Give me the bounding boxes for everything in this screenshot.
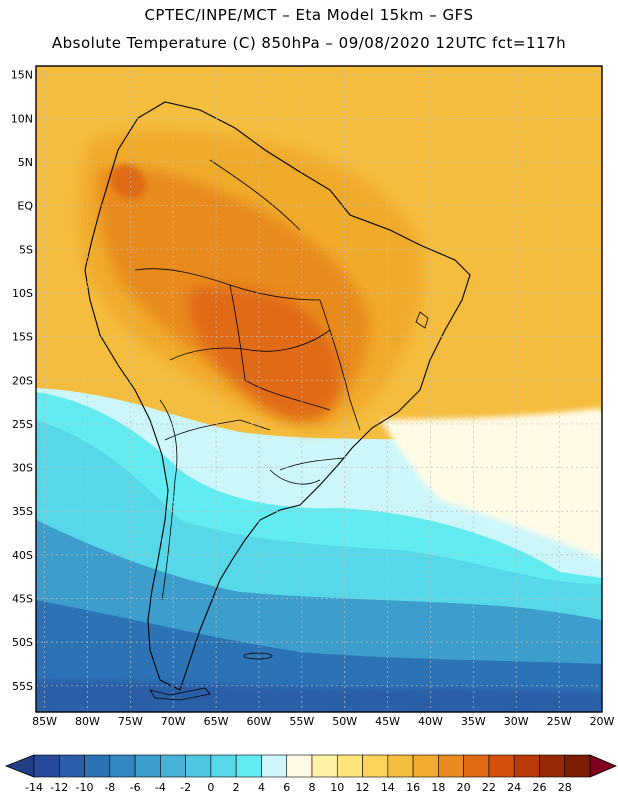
lon-tick-label: 75W: [118, 715, 143, 728]
lon-tick-label: 20W: [590, 715, 615, 728]
lon-tick-label: 35W: [461, 715, 486, 728]
colorbar-swatch: [513, 754, 540, 778]
colorbar-swatch: [261, 754, 288, 778]
colorbar-tick-label: 22: [482, 781, 496, 794]
lon-tick-labels: 85W 80W 75W 70W 65W 60W 55W 50W 45W 40W 35W 30W 25W 2…: [32, 715, 614, 728]
colorbar-swatch: [210, 754, 237, 778]
lat-tick-labels: 15N 10N 5N EQ 5S 10S 15S 20S 25S 30S 35S 40S 45S 50S 5…: [11, 69, 34, 693]
lon-tick-label: 80W: [75, 715, 100, 728]
colorbar-tick-label: 2: [233, 781, 240, 794]
lat-tick-label: 30S: [12, 462, 33, 475]
map-title-line2: Absolute Temperature (C) 850hPa – 09/08/…: [51, 34, 567, 52]
colorbar-swatch: [387, 754, 414, 778]
lat-tick-label: 20S: [12, 374, 33, 387]
colorbar-over-arrow: [589, 754, 618, 778]
colorbar-tick-label: -6: [130, 781, 141, 794]
lon-tick-label: 50W: [332, 715, 357, 728]
map-frame: [35, 65, 603, 713]
lat-tick-label: 55S: [12, 680, 33, 693]
lat-tick-label: 5N: [18, 156, 33, 169]
colorbar-swatch: [438, 754, 464, 778]
colorbar-tick-label: 14: [381, 781, 395, 794]
colorbar-tick-label: 18: [431, 781, 445, 794]
colorbar-tick-label: 16: [406, 781, 420, 794]
colorbar-swatch: [185, 754, 212, 778]
falklands: [243, 652, 273, 660]
colorbar-under-arrow: [4, 754, 35, 778]
lat-tick-label: 35S: [12, 505, 33, 518]
colorbar-swatch: [336, 754, 363, 778]
colorbar-swatch: [412, 754, 439, 778]
band-deeper: [36, 680, 602, 712]
lat-lon-grid: [36, 66, 603, 712]
temperature-field: [36, 66, 602, 712]
lat-tick-label: 25S: [12, 418, 33, 431]
colorbar-tick-label: 8: [309, 781, 316, 794]
colorbar-swatch: [84, 754, 111, 778]
colorbar-tick-label: -8: [104, 781, 115, 794]
colorbar-tick-label: 6: [283, 781, 290, 794]
patch-hot-north: [110, 164, 146, 199]
lat-tick-label: 5S: [19, 243, 33, 256]
colorbar: [4, 754, 618, 778]
lat-tick-label: 50S: [12, 636, 33, 649]
colorbar-tick-label: 20: [457, 781, 471, 794]
colorbar-tick-label: 26: [532, 781, 546, 794]
lat-tick-label: 10S: [12, 287, 33, 300]
colorbar-swatch: [564, 754, 591, 778]
island-brazil: [415, 311, 429, 329]
lat-tick-label: 40S: [12, 549, 33, 562]
country-borders: [134, 159, 361, 601]
colorbar-tick-label: 10: [330, 781, 344, 794]
colorbar-tick-label: 28: [558, 781, 572, 794]
colorbar-tick-label: 12: [356, 781, 370, 794]
colorbar-tick-label: 24: [507, 781, 521, 794]
lon-tick-label: 40W: [418, 715, 443, 728]
colorbar-tick-label: -2: [180, 781, 191, 794]
colorbar-swatch: [488, 754, 515, 778]
colorbar-swatch: [160, 754, 186, 778]
colorbar-swatch: [33, 754, 60, 778]
colorbar-swatch: [286, 754, 313, 778]
colorbar-tick-labels: -14 -12 -10 -8 -6 -4 -2 0 2 4 6 8 10 12 14 16 18 20 22 24 26…: [25, 781, 572, 794]
colorbar-swatch: [311, 754, 338, 778]
lon-tick-label: 60W: [247, 715, 272, 728]
lat-tick-label: EQ: [17, 200, 33, 213]
lon-tick-label: 25W: [547, 715, 572, 728]
lon-tick-label: 85W: [32, 715, 57, 728]
lon-tick-label: 30W: [504, 715, 529, 728]
patch-hot-center: [187, 285, 340, 419]
colorbar-swatch: [109, 754, 136, 778]
band-cream: [380, 408, 602, 560]
lat-tick-label: 45S: [12, 593, 33, 606]
colorbar-tick-label: -10: [76, 781, 94, 794]
colorbar-tick-label: -4: [155, 781, 166, 794]
lon-tick-label: 55W: [289, 715, 314, 728]
lat-tick-label: 15S: [12, 331, 33, 344]
colorbar-swatch: [362, 754, 389, 778]
colorbar-swatch: [134, 754, 161, 778]
colorbar-swatch: [463, 754, 490, 778]
lon-tick-label: 65W: [204, 715, 229, 728]
continent-outline: [84, 101, 471, 691]
colorbar-tick-label: -14: [25, 781, 43, 794]
colorbar-swatch: [58, 754, 85, 778]
colorbar-swatch: [235, 754, 262, 778]
lon-tick-label: 45W: [375, 715, 400, 728]
lat-tick-label: 15N: [11, 69, 33, 82]
colorbar-tick-label: -12: [50, 781, 68, 794]
colorbar-swatch: [539, 754, 566, 778]
tierra-del-fuego: [149, 687, 211, 701]
lon-tick-label: 70W: [161, 715, 186, 728]
colorbar-tick-label: 4: [258, 781, 265, 794]
map-title-line1: CPTEC/INPE/MCT – Eta Model 15km – GFS: [144, 6, 474, 24]
lat-tick-label: 10N: [11, 112, 33, 125]
colorbar-tick-label: 0: [207, 781, 214, 794]
